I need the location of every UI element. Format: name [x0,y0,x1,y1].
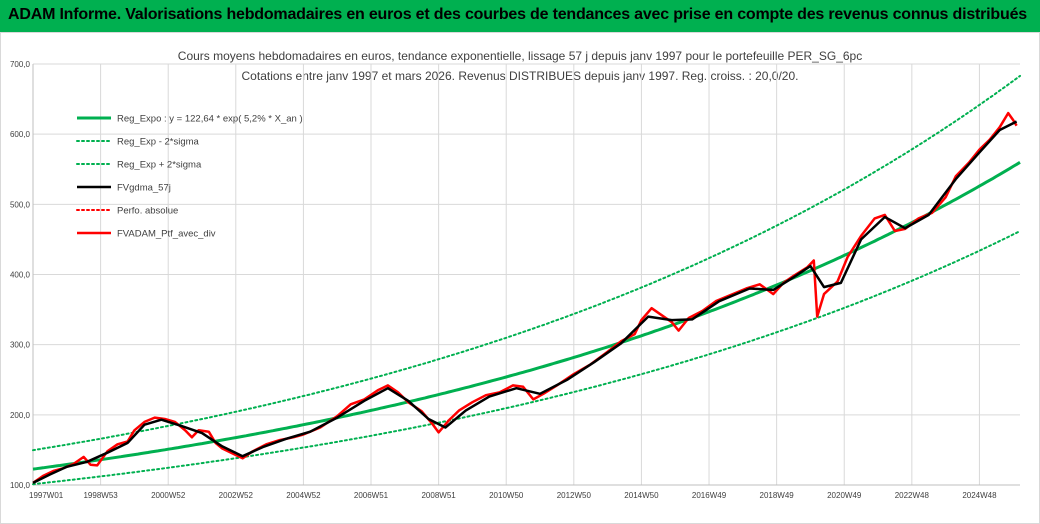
x-tick-label: 2010W50 [489,491,524,500]
gridlines [33,63,1020,486]
y-tick-label: 600,0 [10,130,31,139]
chart-frame [0,32,1040,524]
x-tick-label: 2004W52 [286,491,321,500]
legend: Reg_Expo : y = 122,64 * exp( 5,2% * X_an… [76,114,303,240]
y-tick-label: 200,0 [10,411,31,420]
y-tick-label: 500,0 [10,200,31,209]
legend-label: Reg_Expo : y = 122,64 * exp( 5,2% * X_an… [117,114,303,125]
x-tick-label: 2002W52 [219,491,254,500]
report-title: ADAM Informe. Valorisations hebdomadaire… [8,6,1027,23]
header-banner: ADAM Informe. Valorisations hebdomadaire… [0,0,1040,32]
x-tick-label: 2006W51 [354,491,389,500]
x-tick-label: 2020W49 [827,491,862,500]
fvadam-ptf-line [32,111,1018,484]
legend-label: FVgdma_57j [117,183,171,194]
chart-title-line1: Cours moyens hebdomadaires en euros, ten… [178,49,862,63]
x-tick-label: 2016W49 [692,491,727,500]
y-tick-label: 300,0 [10,341,31,350]
x-axis: 1997W01 1998W53 2000W52 2002W52 2004W52 2006W… [29,484,1020,500]
legend-label: Reg_Exp - 2*sigma [117,137,200,148]
legend-label: Perfo. absolue [117,206,178,217]
y-tick-label: 700,0 [10,60,31,69]
y-tick-label: 100,0 [10,481,31,490]
legend-label: FVADAM_Ptf_avec_div [117,229,216,240]
reg-lower-line [32,230,1021,486]
legend-label: Reg_Exp + 2*sigma [117,160,202,171]
x-tick-label: 2018W49 [760,491,795,500]
y-tick-label: 400,0 [10,271,31,280]
series-lines [32,111,1018,485]
fvgdma-line [32,120,1018,485]
reg-upper-line [32,74,1021,452]
y-axis: 100,0 200,0 300,0 400,0 500,0 600,0 700,0 [10,60,34,490]
x-tick-label: 2000W52 [151,491,186,500]
x-tick-label: 2022W48 [895,491,930,500]
x-tick-label: 2008W51 [421,491,456,500]
chart-title-line2: Cotations entre janv 1997 et mars 2026. … [242,69,799,83]
x-tick-label: 1997W01 [29,491,64,500]
x-tick-label: 2024W48 [962,491,997,500]
x-tick-label: 2014W50 [624,491,659,500]
x-tick-label: 2012W50 [557,491,592,500]
x-tick-label: 1998W53 [83,491,118,500]
